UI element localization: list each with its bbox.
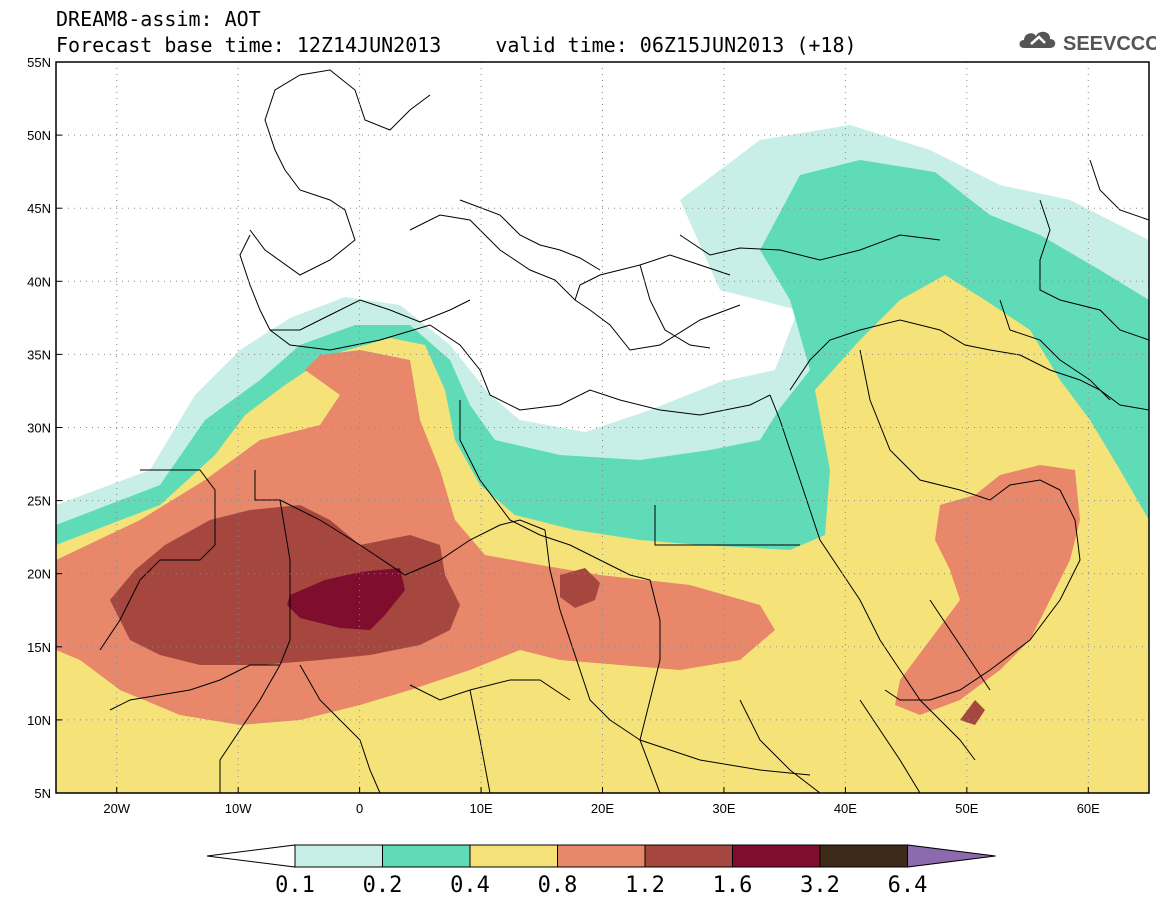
- lon-label: 50E: [955, 801, 978, 816]
- lat-label: 30N: [27, 421, 51, 436]
- legend-label: 0.1: [275, 873, 315, 898]
- lat-label: 15N: [27, 640, 51, 655]
- valid-time-label: valid time: 06Z15JUN2013 (+18): [495, 33, 857, 57]
- lon-label: 20E: [591, 801, 614, 816]
- legend-label: 3.2: [800, 873, 840, 898]
- lon-label: 0: [356, 801, 363, 816]
- legend-swatch: [732, 844, 821, 868]
- lat-label: 45N: [27, 201, 51, 216]
- legend-swatch: [644, 844, 733, 868]
- legend-arrow-high: [907, 844, 996, 868]
- legend-label: 0.4: [450, 873, 490, 898]
- aot-contour-1.6: [287, 568, 405, 630]
- legend-swatch: [819, 844, 908, 868]
- aot-contour-1.2: [110, 505, 985, 725]
- lat-label: 40N: [27, 274, 51, 289]
- legend-swatch: [294, 844, 383, 868]
- longitude-labels: 20W 10W 0 10E 20E 30E 40E 50E 60E: [103, 787, 1100, 816]
- base-time-label: Forecast base time: 12Z14JUN2013: [56, 33, 442, 57]
- legend-label: 1.6: [713, 873, 753, 898]
- lat-label: 25N: [27, 494, 51, 509]
- legend-swatch: [469, 844, 558, 868]
- lat-label: 55N: [27, 55, 51, 70]
- legend-label: 1.2: [625, 873, 665, 898]
- legend-label: 0.2: [363, 873, 403, 898]
- lon-label: 10E: [469, 801, 492, 816]
- aot-map: 55N 50N 45N 40N 35N 30N 25N 20N 15N 10N 5N 20W 10W 0…: [27, 55, 1150, 816]
- legend-label: 0.8: [538, 873, 578, 898]
- lat-label: 20N: [27, 567, 51, 582]
- legend-swatch: [382, 844, 471, 868]
- lon-label: 60E: [1077, 801, 1100, 816]
- lat-label: 35N: [27, 347, 51, 362]
- logo-text: SEEVCCC: [1063, 33, 1156, 55]
- cloud-icon: SEEVCCC: [1019, 31, 1160, 55]
- legend-swatch: [557, 844, 646, 868]
- legend-label: 6.4: [888, 873, 928, 898]
- lat-label: 50N: [27, 128, 51, 143]
- lon-label: 40E: [834, 801, 857, 816]
- lon-label: 10W: [225, 801, 252, 816]
- seevccc-logo: SEEVCCC: [1016, 22, 1160, 58]
- legend-colorbar: 0.1 0.2 0.4 0.8 1.2 1.6 3.2 6.4: [206, 844, 996, 898]
- lat-label: 10N: [27, 713, 51, 728]
- lon-label: 20W: [103, 801, 130, 816]
- lat-label: 5N: [34, 786, 51, 801]
- country-borders: [99, 69, 1149, 793]
- latitude-labels: 55N 50N 45N 40N 35N 30N 25N 20N 15N 10N 5N: [27, 55, 62, 801]
- legend-arrow-low: [206, 844, 296, 868]
- chart-subtitle: Forecast base time: 12Z14JUN2013 valid ti…: [56, 34, 857, 56]
- chart-title: DREAM8-assim: AOT: [56, 7, 261, 31]
- lon-label: 30E: [712, 801, 735, 816]
- map-grid: [56, 62, 1149, 793]
